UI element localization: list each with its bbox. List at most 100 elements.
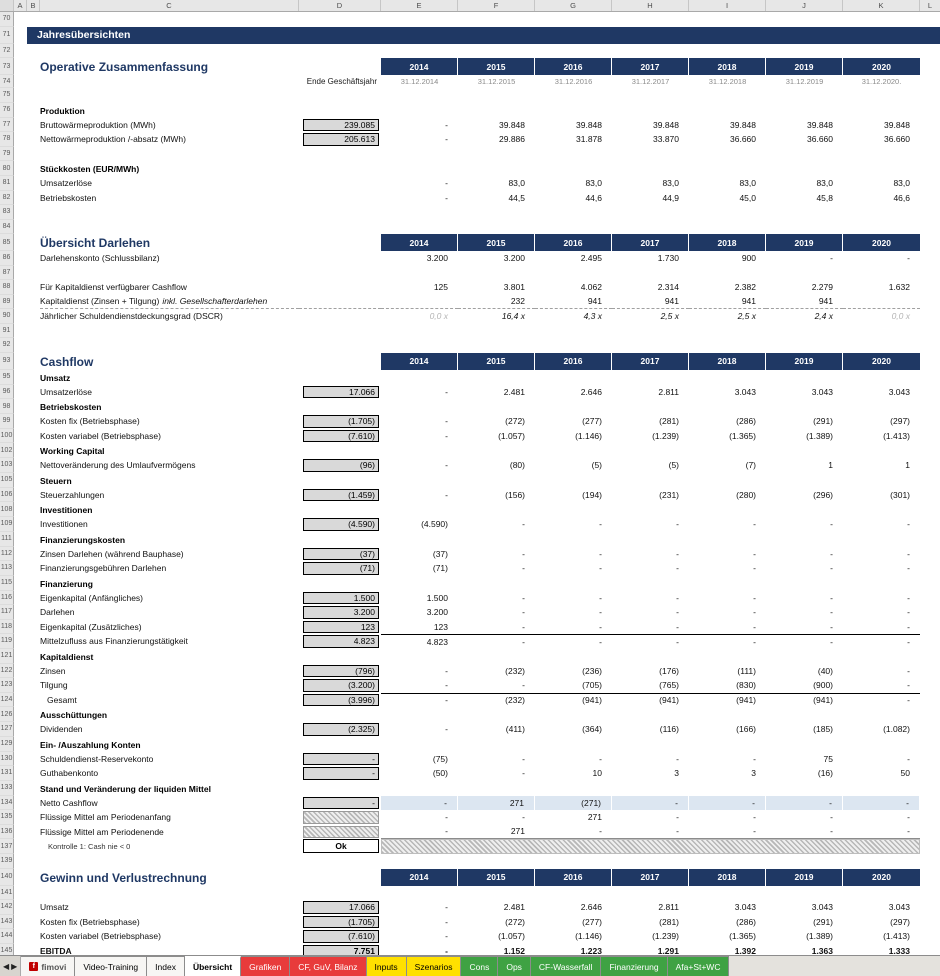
value-cell[interactable]: 50 bbox=[900, 768, 910, 779]
total-cell[interactable]: (71) bbox=[303, 562, 379, 575]
total-cell[interactable]: (96) bbox=[303, 459, 379, 472]
value-cell[interactable]: - bbox=[522, 519, 525, 530]
value-cell[interactable]: (1.365) bbox=[729, 430, 756, 441]
row-header[interactable]: 100 bbox=[0, 428, 14, 443]
row-label[interactable]: Umsatz bbox=[40, 900, 299, 915]
value-cell[interactable]: (272) bbox=[505, 916, 525, 927]
value-cell[interactable]: 83,0 bbox=[893, 178, 910, 189]
value-cell[interactable]: - bbox=[612, 825, 689, 839]
value-cell[interactable]: 1.632 bbox=[888, 282, 910, 293]
value-cell[interactable]: (156) bbox=[505, 489, 525, 500]
row-label[interactable]: Steuerzahlungen bbox=[40, 488, 299, 503]
value-cell[interactable]: - bbox=[907, 563, 910, 574]
value-cell[interactable]: - bbox=[381, 692, 458, 708]
value-cell[interactable]: - bbox=[599, 607, 602, 618]
row-header[interactable]: 88 bbox=[0, 280, 14, 295]
value-cell[interactable]: 271 bbox=[458, 795, 535, 810]
value-cell[interactable]: (271) bbox=[535, 795, 612, 810]
value-cell[interactable]: (5) bbox=[591, 460, 602, 471]
value-cell[interactable]: 2,5 x bbox=[660, 311, 679, 322]
date-cell[interactable]: 31.12.2020. bbox=[861, 77, 902, 86]
year-header-cell[interactable]: 2016 bbox=[535, 58, 612, 75]
value-cell[interactable]: 1.291 bbox=[657, 945, 679, 955]
value-cell[interactable]: 1 bbox=[905, 460, 910, 471]
year-header-cell[interactable]: 2015 bbox=[458, 868, 535, 886]
total-cell[interactable]: (1.705) bbox=[303, 915, 379, 928]
value-cell[interactable]: - bbox=[522, 607, 525, 618]
value-cell[interactable]: - bbox=[766, 825, 843, 839]
sheet-tab-cons[interactable]: Cons bbox=[461, 956, 499, 976]
total-cell[interactable]: (796) bbox=[303, 664, 379, 677]
value-cell[interactable]: (941) bbox=[766, 692, 843, 708]
value-cell[interactable]: (277) bbox=[582, 916, 602, 927]
row-header[interactable]: 143 bbox=[0, 914, 14, 929]
year-header-cell[interactable]: 2020 bbox=[843, 234, 920, 251]
value-cell[interactable]: 4.062 bbox=[580, 282, 602, 293]
value-cell[interactable]: (277) bbox=[582, 416, 602, 427]
value-cell[interactable]: 29.886 bbox=[499, 134, 525, 145]
value-cell[interactable]: 2.279 bbox=[811, 282, 833, 293]
value-cell[interactable]: - bbox=[753, 753, 756, 764]
row-label[interactable]: Dividenden bbox=[40, 722, 299, 737]
value-cell[interactable]: - bbox=[830, 563, 833, 574]
value-cell[interactable] bbox=[381, 295, 458, 309]
row-header[interactable]: 129 bbox=[0, 736, 14, 752]
row-header[interactable]: 72 bbox=[0, 43, 14, 58]
value-cell[interactable]: - bbox=[689, 795, 766, 810]
row-label[interactable]: Tilgung bbox=[40, 678, 299, 693]
value-cell[interactable]: - bbox=[522, 563, 525, 574]
row-header[interactable]: 84 bbox=[0, 219, 14, 234]
value-cell[interactable]: - bbox=[830, 607, 833, 618]
value-cell[interactable]: (4.590) bbox=[421, 519, 448, 530]
value-cell[interactable]: - bbox=[689, 634, 766, 649]
value-cell[interactable]: - bbox=[907, 812, 910, 823]
column-header-h[interactable]: H bbox=[612, 0, 689, 11]
value-cell[interactable]: - bbox=[676, 563, 679, 574]
row-header[interactable]: 77 bbox=[0, 117, 14, 132]
year-header-cell[interactable]: 2017 bbox=[612, 352, 689, 370]
row-header[interactable]: 113 bbox=[0, 561, 14, 576]
row-label[interactable]: Eigenkapital (Zusätzliches) bbox=[40, 620, 299, 635]
row-label[interactable]: Guthabenkonto bbox=[40, 766, 299, 781]
value-cell[interactable]: 3.200 bbox=[426, 253, 448, 264]
row-label[interactable]: Flüssige Mittel am Periodenanfang bbox=[40, 810, 299, 825]
row-header[interactable]: 99 bbox=[0, 414, 14, 429]
total-cell[interactable]: - bbox=[303, 752, 379, 765]
value-cell[interactable] bbox=[843, 295, 920, 309]
row-label[interactable]: Umsatzerlöse bbox=[40, 385, 299, 400]
column-header-d[interactable]: D bbox=[299, 0, 381, 11]
row-header[interactable]: 102 bbox=[0, 443, 14, 458]
total-cell[interactable]: 1.500 bbox=[303, 591, 379, 604]
value-cell[interactable]: - bbox=[689, 825, 766, 839]
value-cell[interactable]: - bbox=[676, 607, 679, 618]
value-cell[interactable]: 123 bbox=[433, 621, 448, 632]
value-cell[interactable]: - bbox=[830, 592, 833, 603]
value-cell[interactable]: - bbox=[830, 812, 833, 823]
value-cell[interactable]: 941 bbox=[535, 295, 612, 309]
year-header-cell[interactable]: 2020 bbox=[843, 58, 920, 75]
row-header[interactable]: 137 bbox=[0, 839, 14, 854]
value-cell[interactable]: 0,0 x bbox=[429, 311, 448, 322]
value-cell[interactable]: 3 bbox=[751, 768, 756, 779]
value-cell[interactable]: (1.146) bbox=[575, 931, 602, 942]
row-header[interactable]: 82 bbox=[0, 190, 14, 205]
value-cell[interactable]: (1.239) bbox=[652, 430, 679, 441]
value-cell[interactable]: - bbox=[907, 548, 910, 559]
value-cell[interactable]: - bbox=[843, 634, 920, 649]
value-cell[interactable]: - bbox=[522, 592, 525, 603]
value-cell[interactable]: (80) bbox=[509, 460, 525, 471]
value-cell[interactable]: - bbox=[907, 680, 910, 691]
value-cell[interactable]: 4.823 bbox=[381, 634, 458, 649]
value-cell[interactable]: 3.043 bbox=[811, 902, 833, 913]
row-label[interactable]: Kosten variabel (Betriebsphase) bbox=[40, 429, 299, 444]
value-cell[interactable]: 941 bbox=[689, 295, 766, 309]
value-cell[interactable]: (116) bbox=[659, 724, 679, 735]
total-cell[interactable]: (1.459) bbox=[303, 488, 379, 501]
row-header[interactable]: 87 bbox=[0, 265, 14, 280]
value-cell[interactable]: 2.481 bbox=[503, 386, 525, 397]
value-cell[interactable]: 1.152 bbox=[503, 945, 525, 955]
row-header[interactable]: 139 bbox=[0, 854, 14, 869]
value-cell[interactable]: 36.660 bbox=[730, 134, 756, 145]
tab-scroll-right-icon[interactable]: ▶ bbox=[11, 961, 18, 971]
value-cell[interactable]: 4,3 x bbox=[583, 311, 602, 322]
